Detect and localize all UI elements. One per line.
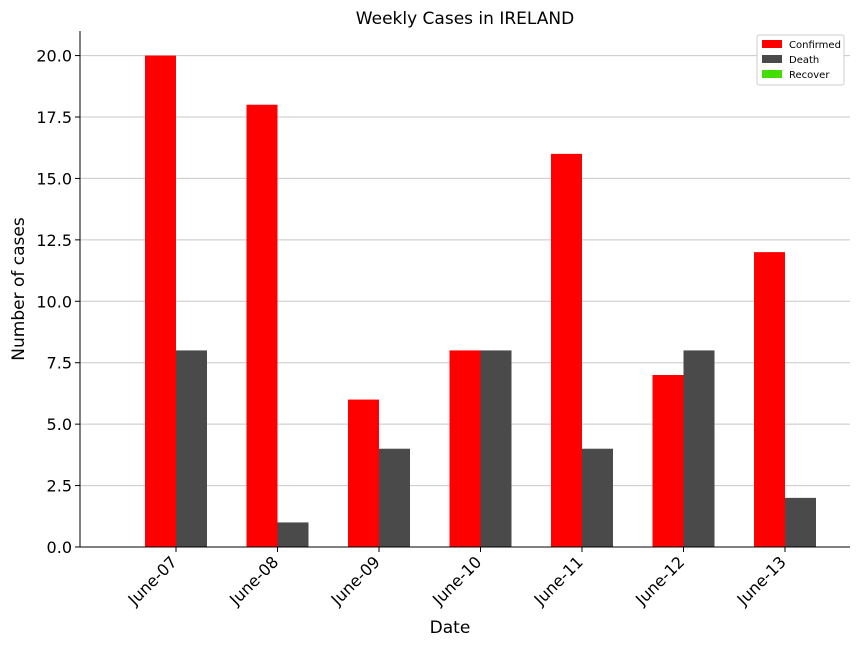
y-tick-label: 20.0 <box>36 47 72 66</box>
bar-death-june-09 <box>379 448 410 547</box>
x-tick-label: June-13 <box>733 552 790 609</box>
bar-confirmed-june-13 <box>754 252 785 547</box>
bar-death-june-07 <box>176 350 207 547</box>
bar-death-june-11 <box>582 448 613 547</box>
bar-death-june-10 <box>480 350 512 547</box>
bars <box>145 55 816 547</box>
bar-confirmed-june-12 <box>652 375 684 547</box>
bar-confirmed-june-09 <box>348 399 379 547</box>
y-ticks: 0.0 2.5 5.0 7.5 10.0 12.5 15.0 17.5 20.0 <box>36 47 80 557</box>
legend-label-recover: Recover <box>789 70 830 81</box>
bar-confirmed-june-10 <box>449 350 481 547</box>
x-tick-label: June-08 <box>225 552 282 609</box>
x-tick-label: June-12 <box>631 552 688 609</box>
bar-death-june-08 <box>277 522 309 547</box>
bar-confirmed-june-08 <box>246 104 278 547</box>
legend-label-death: Death <box>789 55 819 66</box>
x-tick-label: June-07 <box>124 552 181 609</box>
legend-swatch-confirmed <box>762 40 782 48</box>
bar-confirmed-june-11 <box>551 153 582 547</box>
y-tick-label: 7.5 <box>47 354 72 373</box>
y-tick-label: 2.5 <box>47 477 72 496</box>
legend-swatch-recover <box>762 70 782 78</box>
y-tick-label: 5.0 <box>47 415 72 434</box>
bar-death-june-13 <box>785 497 816 547</box>
y-axis-label: Number of cases <box>9 217 29 361</box>
grid-lines <box>80 55 850 548</box>
x-tick-label: June-11 <box>530 552 587 609</box>
y-tick-label: 10.0 <box>36 292 72 311</box>
legend: Confirmed Death Recover <box>756 34 845 86</box>
bar-death-june-12 <box>683 350 715 547</box>
legend-label-confirmed: Confirmed <box>789 40 841 51</box>
x-ticks: June-07 June-08 June-09 June-10 June-11 June-… <box>124 547 790 610</box>
x-axis-label: Date <box>430 618 471 638</box>
y-tick-label: 0.0 <box>47 538 72 557</box>
y-tick-label: 17.5 <box>36 108 72 127</box>
x-tick-label: June-10 <box>428 552 485 609</box>
bar-confirmed-june-07 <box>145 55 176 547</box>
y-tick-label: 12.5 <box>36 231 72 250</box>
legend-swatch-death <box>762 55 782 63</box>
chart-title: Weekly Cases in IRELAND <box>356 9 574 29</box>
x-tick-label: June-09 <box>327 552 384 609</box>
y-tick-label: 15.0 <box>36 169 72 188</box>
